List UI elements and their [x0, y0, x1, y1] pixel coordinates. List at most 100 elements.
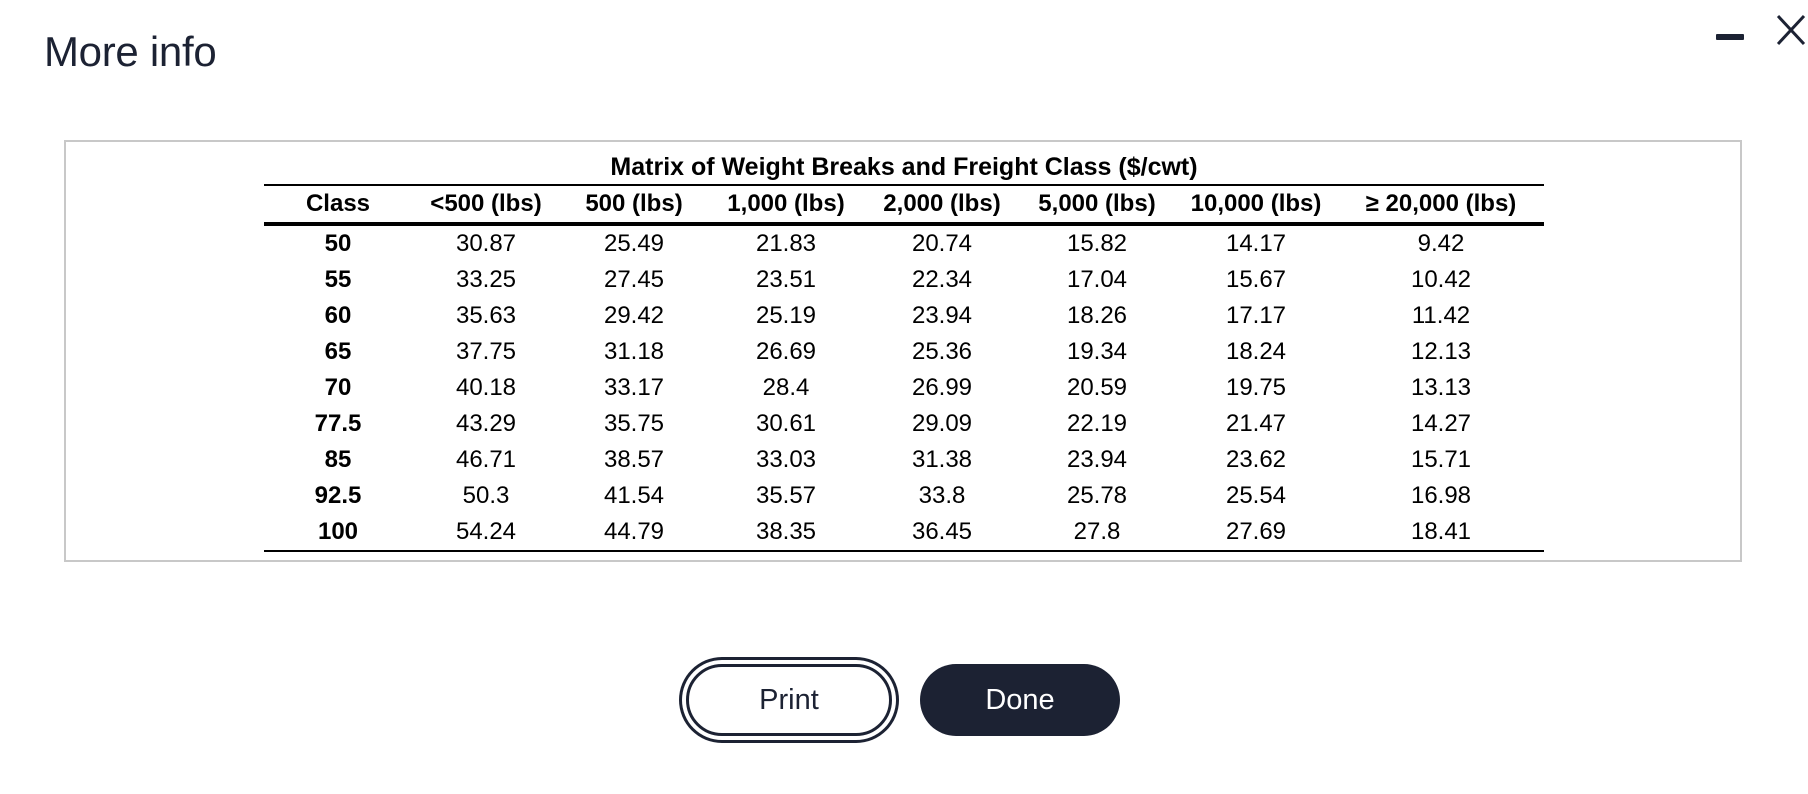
close-button[interactable] [1772, 12, 1808, 48]
rate-cell: 17.04 [1066, 266, 1128, 293]
rate-cell: 50.3 [462, 482, 510, 509]
rate-cell: 25.36 [911, 338, 973, 365]
rate-cell: 22.19 [1066, 410, 1128, 437]
rate-cell: 46.71 [455, 446, 517, 473]
rate-cell: 12.13 [1410, 338, 1472, 365]
rate-cell: 25.19 [755, 302, 817, 329]
rate-cell: 13.13 [1410, 374, 1472, 401]
column-header: 2,000 (lbs) [883, 190, 1001, 217]
rate-cell: 9.42 [1417, 230, 1465, 257]
table-body: 50 30.87 25.49 21.83 20.74 15.82 14.17 9.42 55 33… [264, 224, 1544, 551]
rate-cell: 14.17 [1225, 230, 1287, 257]
class-cell: 55 [324, 266, 352, 293]
rate-cell: 26.69 [755, 338, 817, 365]
column-header: Class [305, 190, 371, 217]
rate-cell: 18.41 [1410, 518, 1472, 545]
class-cell: 100 [317, 518, 359, 545]
rate-cell: 35.63 [455, 302, 517, 329]
column-header: ≥ 20,000 (lbs) [1365, 190, 1517, 217]
rate-cell: 37.75 [455, 338, 517, 365]
rate-cell: 22.34 [911, 266, 973, 293]
minimize-button[interactable] [1712, 24, 1746, 52]
table-row: 65 37.75 31.18 26.69 25.36 19.34 18.24 12.13 [264, 334, 1544, 370]
rate-cell: 14.27 [1410, 410, 1472, 437]
rate-cell: 25.54 [1225, 482, 1287, 509]
rate-cell: 23.51 [755, 266, 817, 293]
rate-cell: 31.38 [911, 446, 973, 473]
rate-cell: 15.82 [1066, 230, 1128, 257]
rate-cell: 21.47 [1225, 410, 1287, 437]
close-icon [1776, 14, 1806, 46]
rate-cell: 21.83 [755, 230, 817, 257]
rate-cell: 27.8 [1073, 518, 1121, 545]
rate-cell: 41.54 [603, 482, 665, 509]
table-row: 70 40.18 33.17 28.4 26.99 20.59 19.75 13.13 [264, 370, 1544, 406]
rate-cell: 26.99 [911, 374, 973, 401]
rate-cell: 15.67 [1225, 266, 1287, 293]
rate-cell: 19.75 [1225, 374, 1287, 401]
column-header: 5,000 (lbs) [1038, 190, 1156, 217]
matrix-title: Matrix of Weight Breaks and Freight Clas… [610, 153, 1198, 181]
rate-cell: 17.17 [1225, 302, 1287, 329]
rate-cell: 11.42 [1411, 302, 1471, 329]
rate-cell: 29.42 [603, 302, 665, 329]
table-row: 85 46.71 38.57 33.03 31.38 23.94 23.62 15.71 [264, 442, 1544, 478]
table-row: 77.5 43.29 35.75 30.61 29.09 22.19 21.47 14.27 [264, 406, 1544, 442]
table-row: 100 54.24 44.79 38.35 36.45 27.8 27.69 18.41 [264, 514, 1544, 551]
class-cell: 92.5 [314, 482, 362, 509]
rate-cell: 15.71 [1410, 446, 1472, 473]
class-cell: 60 [324, 302, 352, 329]
rate-cell: 23.94 [1066, 446, 1128, 473]
rate-cell: 16.98 [1410, 482, 1472, 509]
rate-cell: 28.4 [762, 374, 810, 401]
rate-cell: 38.35 [755, 518, 817, 545]
class-cell: 50 [324, 230, 352, 257]
rate-cell: 19.34 [1066, 338, 1128, 365]
rate-cell: 25.49 [603, 230, 665, 257]
class-cell: 65 [324, 338, 352, 365]
rate-cell: 20.59 [1066, 374, 1128, 401]
rate-cell: 27.69 [1225, 518, 1287, 545]
rate-cell: 23.94 [911, 302, 973, 329]
rate-cell: 35.75 [603, 410, 665, 437]
rate-cell: 23.62 [1225, 446, 1287, 473]
rate-cell: 44.79 [603, 518, 665, 545]
column-header: <500 (lbs) [430, 190, 542, 217]
column-header: 10,000 (lbs) [1190, 190, 1322, 217]
table-header-row: Class <500 (lbs) 500 (lbs) 1,000 (lbs) 2,000… [264, 185, 1544, 224]
table-row: 55 33.25 27.45 23.51 22.34 17.04 15.67 10.42 [264, 262, 1544, 298]
table-row: 92.5 50.3 41.54 35.57 33.8 25.78 25.54 16.98 [264, 478, 1544, 514]
column-header: 500 (lbs) [585, 190, 683, 217]
dialog-title: More info [44, 28, 217, 75]
rate-cell: 33.8 [918, 482, 966, 509]
rate-cell: 33.17 [603, 374, 665, 401]
table-row: 50 30.87 25.49 21.83 20.74 15.82 14.17 9.42 [264, 224, 1544, 262]
rate-cell: 30.61 [755, 410, 817, 437]
freight-matrix: Matrix of Weight Breaks and Freight Clas… [264, 150, 1544, 552]
rate-cell: 54.24 [455, 518, 517, 545]
rate-cell: 10.42 [1410, 266, 1472, 293]
table-row: 60 35.63 29.42 25.19 23.94 18.26 17.17 11.42 [264, 298, 1544, 334]
rate-cell: 40.18 [455, 374, 517, 401]
minimize-icon [1716, 34, 1744, 40]
rate-cell: 30.87 [455, 230, 517, 257]
class-cell: 70 [324, 374, 352, 401]
rate-cell: 38.57 [603, 446, 665, 473]
print-button[interactable]: Print [686, 664, 892, 736]
rate-cell: 18.26 [1066, 302, 1128, 329]
rate-cell: 31.18 [603, 338, 665, 365]
class-cell: 85 [324, 446, 352, 473]
rate-cell: 43.29 [455, 410, 517, 437]
rate-cell: 27.45 [603, 266, 665, 293]
rate-cell: 36.45 [911, 518, 973, 545]
rate-cell: 20.74 [911, 230, 973, 257]
rate-cell: 18.24 [1225, 338, 1287, 365]
class-cell: 77.5 [314, 410, 362, 437]
column-header: 1,000 (lbs) [727, 190, 845, 217]
rate-cell: 25.78 [1066, 482, 1128, 509]
rate-cell: 33.03 [755, 446, 817, 473]
freight-rate-table: Class <500 (lbs) 500 (lbs) 1,000 (lbs) 2,000… [264, 184, 1544, 552]
done-button[interactable]: Done [920, 664, 1120, 736]
rate-cell: 35.57 [755, 482, 817, 509]
